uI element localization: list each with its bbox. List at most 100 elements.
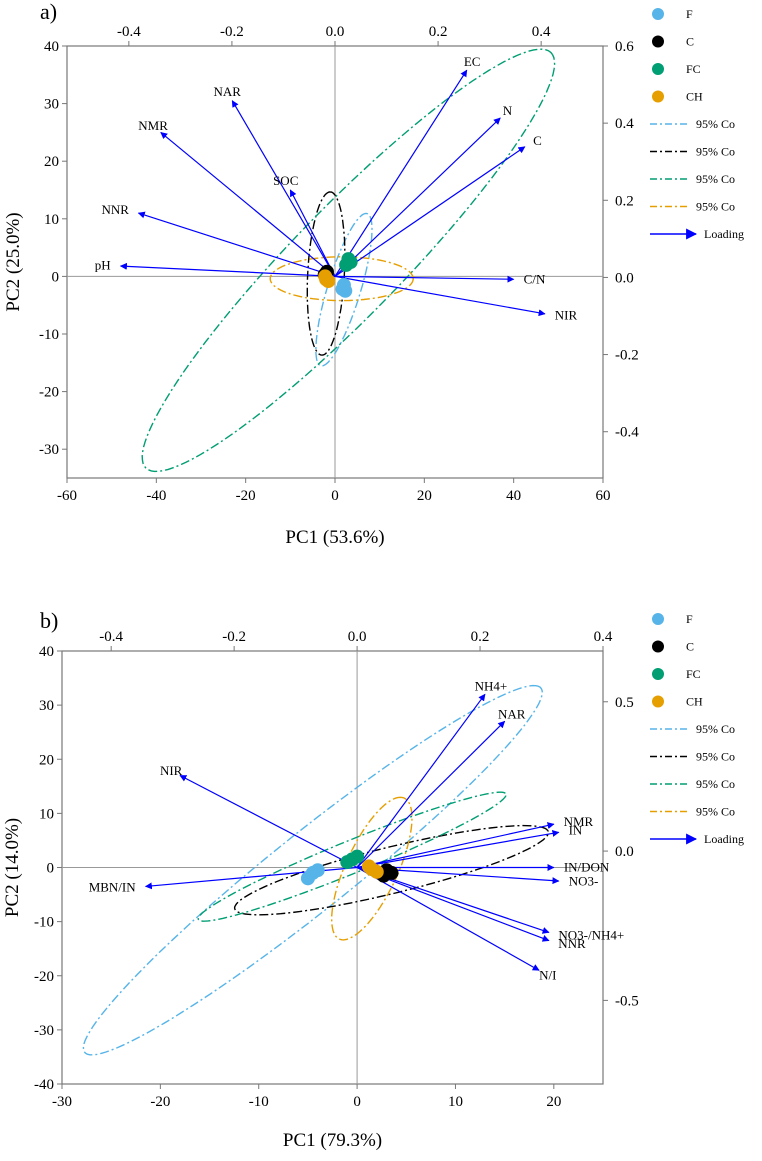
loading-arrow bbox=[179, 774, 358, 869]
legend-label: 95% Co bbox=[696, 777, 735, 791]
x-tick-label: 20 bbox=[546, 1094, 561, 1110]
chart-panel-a: -60 -40 -20 0 20 40 60 -30 -20 -10 0 10 20 30 40 -0.4 -0… bbox=[3, 0, 744, 548]
y-axis-title: PC2 (25.0%) bbox=[3, 212, 24, 311]
legend-label: F bbox=[686, 612, 693, 626]
y-tick-label: -10 bbox=[34, 915, 54, 931]
loading-label: IN/DON bbox=[564, 860, 610, 875]
legend-marker-dot bbox=[652, 613, 664, 625]
y-axis-title: PC2 (14.0%) bbox=[2, 818, 23, 917]
legend-marker-dot bbox=[652, 8, 664, 20]
y2-tick-label: -0.2 bbox=[615, 348, 639, 364]
y2-tick-label: -0.4 bbox=[615, 425, 639, 441]
data-point-f bbox=[310, 863, 325, 878]
y-tick-label: 0 bbox=[52, 269, 60, 285]
x-tick-label: -60 bbox=[57, 488, 77, 504]
loading-arrow bbox=[137, 211, 336, 277]
legend-label: CH bbox=[686, 695, 703, 709]
x2-tick-label: 0.2 bbox=[471, 629, 490, 645]
y-tick-label: -30 bbox=[34, 1023, 54, 1039]
loading-arrow bbox=[356, 693, 486, 868]
y2-tick-label: -0.5 bbox=[615, 993, 639, 1009]
data-point-f bbox=[300, 871, 315, 886]
loading-label: C/N bbox=[524, 271, 546, 286]
y-tick-label: -30 bbox=[39, 442, 59, 458]
loading-arrow bbox=[356, 822, 555, 869]
legend-label: 95% Co bbox=[696, 200, 735, 214]
x-tick-label: -10 bbox=[249, 1094, 269, 1110]
x2-tick-label: 0.2 bbox=[429, 24, 448, 40]
legend-label: F bbox=[686, 7, 693, 21]
confidence-ellipse-c bbox=[233, 824, 550, 916]
x-tick-label: -20 bbox=[236, 488, 256, 504]
loading-label: N/I bbox=[539, 967, 556, 982]
legend-label: 95% Co bbox=[696, 172, 735, 186]
panel-label: a) bbox=[40, 0, 57, 24]
legend-label: FC bbox=[686, 62, 701, 76]
legend-marker-dot bbox=[652, 640, 664, 653]
loading-label: NO3- bbox=[569, 874, 599, 889]
x-tick-label: 20 bbox=[417, 488, 432, 504]
x-tick-label: 60 bbox=[596, 488, 611, 504]
loading-arrow bbox=[356, 720, 506, 868]
loading-label: NMR bbox=[564, 814, 594, 829]
legend-marker-dot bbox=[652, 695, 664, 708]
loading-label: NH4+ bbox=[475, 678, 508, 693]
confidence-ellipse-ch bbox=[269, 256, 414, 302]
loading-arrow bbox=[119, 262, 336, 277]
y-tick-label: 30 bbox=[39, 698, 54, 714]
y-tick-label: -10 bbox=[39, 327, 59, 343]
confidence-ellipse-c bbox=[306, 191, 346, 356]
confidence-ellipse-fc bbox=[141, 48, 556, 473]
y2-tick-label: 0.4 bbox=[615, 116, 634, 132]
legend-marker-dot bbox=[652, 668, 664, 680]
loading-label: NO3-/NH4+ bbox=[558, 928, 624, 943]
data-point-fc bbox=[340, 855, 355, 870]
y-tick-label: 30 bbox=[44, 97, 59, 113]
x2-tick-label: -0.4 bbox=[117, 24, 141, 40]
y2-tick-label: 0.0 bbox=[615, 844, 634, 860]
x2-tick-label: 0.4 bbox=[594, 629, 613, 645]
x2-tick-label: -0.2 bbox=[220, 24, 244, 40]
data-point-fc bbox=[343, 255, 358, 269]
legend-label: 95% Co bbox=[696, 722, 735, 736]
legend-label: 95% Co bbox=[696, 805, 735, 819]
loading-label: NMR bbox=[138, 118, 168, 133]
legend-label: CH bbox=[686, 90, 703, 104]
x2-tick-label: 0.0 bbox=[348, 629, 367, 645]
x2-tick-label: -0.4 bbox=[99, 629, 123, 645]
x-tick-label: 0 bbox=[331, 488, 339, 504]
loading-label: SOC bbox=[273, 173, 298, 188]
legend-label: FC bbox=[686, 667, 701, 681]
loading-arrow bbox=[334, 275, 546, 317]
x-tick-label: -30 bbox=[52, 1094, 72, 1110]
y-tick-label: 10 bbox=[44, 212, 59, 228]
y-tick-label: -40 bbox=[34, 1077, 54, 1093]
x-axis-title: PC1 (53.6%) bbox=[285, 527, 384, 548]
legend-label: Loading bbox=[704, 227, 744, 241]
legend-label: 95% Co bbox=[696, 117, 735, 131]
x2-tick-label: 0.0 bbox=[326, 24, 345, 40]
loading-label: NNR bbox=[558, 936, 586, 951]
y2-tick-label: 0.2 bbox=[615, 193, 634, 209]
data-point-ch bbox=[318, 269, 333, 284]
loading-arrow bbox=[160, 131, 336, 277]
y-tick-label: 40 bbox=[39, 644, 54, 660]
y2-tick-label: 0.6 bbox=[615, 39, 634, 55]
loading-label: MBN/IN bbox=[89, 879, 137, 894]
y-tick-label: -20 bbox=[39, 385, 59, 401]
plot-area bbox=[82, 684, 550, 1056]
loading-label: NAR bbox=[213, 84, 241, 99]
loading-label: N bbox=[503, 103, 513, 118]
loading-arrow bbox=[356, 866, 540, 971]
loading-label: C bbox=[533, 133, 542, 148]
plot-area bbox=[141, 48, 556, 473]
loading-label: NNR bbox=[101, 202, 129, 217]
legend-label: Loading bbox=[704, 832, 744, 846]
x2-tick-label: -0.2 bbox=[222, 629, 246, 645]
loading-arrow bbox=[289, 189, 336, 277]
loading-arrow bbox=[356, 829, 560, 869]
loading-arrow bbox=[231, 100, 336, 277]
legend-label: C bbox=[686, 640, 694, 654]
legend-label: C bbox=[686, 35, 694, 49]
